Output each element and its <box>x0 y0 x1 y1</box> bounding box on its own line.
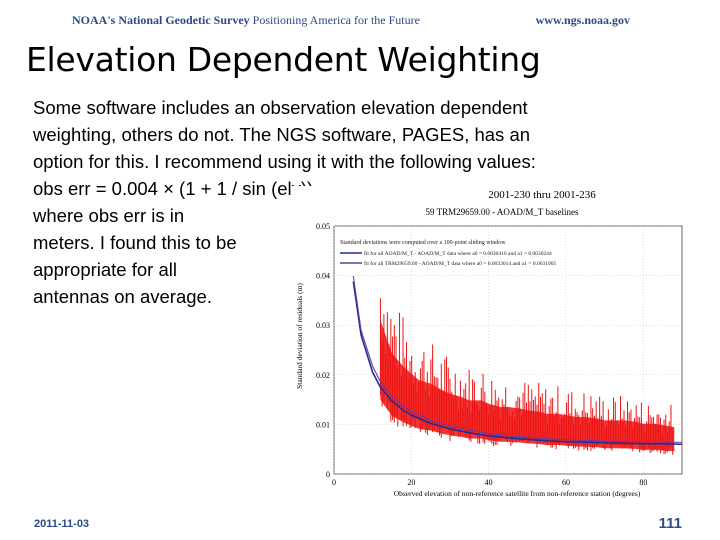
y-tick-label: 0.03 <box>316 321 330 330</box>
legend-entry-1: fit for all AOAD/M_T - AOAD/M_T data whe… <box>364 250 552 257</box>
chart-title: 2001-230 thru 2001-236 <box>488 189 596 201</box>
banner-org-text: NOAA's National Geodetic Survey Position… <box>72 13 420 28</box>
y-tick-label: 0.04 <box>316 272 330 281</box>
body-line: meters. I found this to be <box>33 232 237 253</box>
body-line: option for this. I recommend using it wi… <box>33 151 536 172</box>
body-line: Some software includes an observation el… <box>33 97 528 118</box>
chart-svg: 2001-230 thru 2001-236 59 TRM29659.00 - … <box>292 186 690 504</box>
x-tick-label: 0 <box>332 478 336 487</box>
slide-title: Elevation Dependent Weighting <box>26 40 541 79</box>
banner-url[interactable]: www.ngs.noaa.gov <box>535 13 630 27</box>
body-line: antennas on average. <box>33 286 212 307</box>
body-line: appropriate for all <box>33 259 177 280</box>
chart-background <box>292 186 690 504</box>
chart-xlabel: Observed elevation of non-reference sate… <box>394 489 641 498</box>
x-tick-label: 40 <box>485 478 493 487</box>
chart-ylabel: Standard deviation of residuals (m) <box>295 283 304 389</box>
slide-body: Some software includes an observation el… <box>33 94 673 310</box>
legend-header: Standard deviations were computed over a… <box>340 240 506 246</box>
banner-org: NOAA's National Geodetic Survey <box>72 13 250 27</box>
y-tick-label: 0.01 <box>316 420 330 429</box>
fit-line-1 <box>352 281 683 446</box>
x-tick-label: 20 <box>407 478 415 487</box>
footer-date: 2011-11-03 <box>34 518 90 530</box>
body-line: weighting, others do not. The NGS softwa… <box>33 124 531 145</box>
banner-tagline: Positioning America for the Future <box>252 13 420 27</box>
chart-subtitle: 59 TRM29659.00 - AOAD/M_T baselines <box>426 207 579 217</box>
ngs-banner: NOAA's National Geodetic Survey Position… <box>0 0 720 40</box>
y-tick-label: 0.02 <box>316 371 330 380</box>
x-tick-label: 60 <box>562 478 570 487</box>
y-tick-label: 0 <box>326 470 330 479</box>
fit-line-2 <box>352 276 682 443</box>
y-tick-label: 0.05 <box>316 222 330 231</box>
legend-entry-2: fit for all TRM29659.00 - AOAD/M_T data … <box>364 260 556 267</box>
body-line: where obs err is in <box>33 205 185 226</box>
x-tick-label: 80 <box>639 478 647 487</box>
page-number: 111 <box>658 515 682 532</box>
residuals-chart: 2001-230 thru 2001-236 59 TRM29659.00 - … <box>292 186 690 504</box>
body-line: obs err = 0.004 × (1 + 1 / sin (elv)) <box>33 178 314 199</box>
chart-legend: Standard deviations were computed over a… <box>340 240 556 267</box>
